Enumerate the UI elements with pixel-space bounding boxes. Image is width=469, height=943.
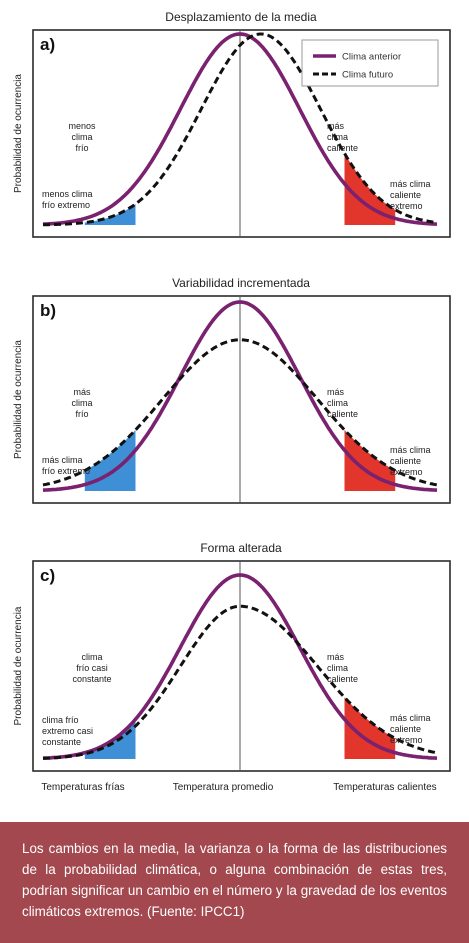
- chart-title: Desplazamiento de la media: [165, 10, 317, 24]
- climate-distribution-figure: Desplazamiento de la media Probabilidad d…: [13, 10, 451, 793]
- panels-group: Desplazamiento de la media Probabilidad d…: [13, 10, 451, 772]
- annotation-hot-extreme: caliente: [390, 724, 421, 734]
- annotation-hot: más: [327, 652, 345, 662]
- chart-title: Forma alterada: [200, 541, 282, 555]
- chart-panel-1: Desplazamiento de la media Probabilidad d…: [13, 10, 451, 238]
- shaded-region-cold: [84, 429, 136, 491]
- x-label-cold: Temperaturas frías: [41, 782, 124, 793]
- chart-title: Variabilidad incrementada: [172, 276, 310, 290]
- panel-letter: c): [40, 566, 55, 585]
- shaded-region-hot: [344, 153, 396, 225]
- annotation-hot-extreme: extremo: [390, 735, 423, 745]
- curve-clima-futuro: [42, 32, 438, 227]
- annotation-cold: frío casi: [76, 663, 108, 673]
- annotation-hot: más: [327, 121, 345, 131]
- legend: Clima anterior Clima futuro: [301, 39, 439, 87]
- annotation-hot: clima: [327, 398, 348, 408]
- curve-clima-anterior: [42, 32, 438, 226]
- legend-label: Clima anterior: [342, 52, 401, 63]
- shaded-region-hot: [344, 697, 396, 759]
- y-axis-label: Probabilidad de ocurrencia: [13, 74, 24, 193]
- annotation-hot-extreme: más clima: [390, 713, 431, 723]
- annotation-cold-extreme: clima frío: [42, 715, 79, 725]
- legend-box: [301, 39, 439, 87]
- y-axis-label: Probabilidad de ocurrencia: [13, 340, 24, 459]
- annotation-hot-extreme: más clima: [390, 179, 431, 189]
- annotation-cold-extreme: más clima: [42, 455, 83, 465]
- annotation-hot-extreme: caliente: [390, 190, 421, 200]
- curve-clima-futuro: [42, 338, 438, 487]
- annotation-cold: constante: [72, 674, 111, 684]
- shaded-region-hot: [344, 429, 396, 491]
- annotation-cold-extreme: extremo casi: [42, 726, 93, 736]
- annotation-cold: menos: [68, 121, 96, 131]
- annotation-cold: clima: [71, 132, 92, 142]
- annotation-hot: caliente: [327, 143, 358, 153]
- annotation-cold: frío: [75, 143, 88, 153]
- curve-clima-anterior: [42, 300, 438, 492]
- curve-clima-anterior: [42, 573, 438, 760]
- annotation-cold-extreme: constante: [42, 737, 81, 747]
- annotation-hot-extreme: extremo: [390, 467, 423, 477]
- annotation-cold-extreme: menos clima: [42, 189, 93, 199]
- figure-caption: Los cambios en la media, la varianza o l…: [0, 822, 469, 943]
- annotation-hot-extreme: caliente: [390, 456, 421, 466]
- annotation-cold-extreme: frío extremo: [42, 466, 90, 476]
- panel-letter: a): [40, 35, 55, 54]
- annotation-cold: más: [73, 387, 91, 397]
- x-label-mean: Temperatura promedio: [173, 782, 274, 793]
- annotation-hot: clima: [327, 663, 348, 673]
- annotation-cold-extreme: frío extremo: [42, 200, 90, 210]
- x-axis-labels: Temperaturas frías Temperatura promedio …: [41, 782, 436, 793]
- annotation-hot: caliente: [327, 674, 358, 684]
- annotation-cold: clima: [81, 652, 102, 662]
- annotation-cold: frío: [75, 409, 88, 419]
- annotation-hot: caliente: [327, 409, 358, 419]
- curve-clima-futuro: [43, 604, 438, 760]
- annotation-hot: clima: [327, 132, 348, 142]
- panel-letter: b): [40, 301, 56, 320]
- legend-label: Clima futuro: [342, 70, 393, 81]
- annotation-cold: clima: [71, 398, 92, 408]
- y-axis-label: Probabilidad de ocurrencia: [13, 606, 24, 725]
- annotation-hot-extreme: más clima: [390, 445, 431, 455]
- x-label-hot: Temperaturas calientes: [333, 782, 436, 793]
- annotation-hot: más: [327, 387, 345, 397]
- shaded-region-cold: [84, 203, 136, 225]
- chart-panel-2: Variabilidad incrementada Probabilidad de…: [13, 276, 451, 504]
- chart-panel-3: Forma alterada Probabilidad de ocurrencia…: [13, 541, 451, 772]
- annotation-hot-extreme: extremo: [390, 201, 423, 211]
